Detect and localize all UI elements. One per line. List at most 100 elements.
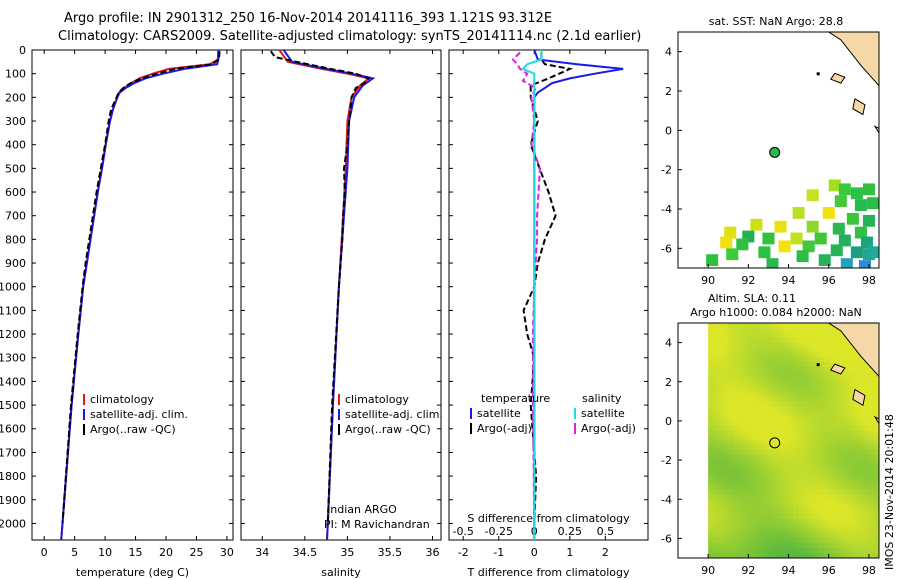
sla-cell: [798, 504, 805, 510]
sla-cell: [838, 411, 845, 417]
sla-cell: [738, 357, 744, 363]
sla-cell: [848, 381, 855, 388]
sla-cell: [793, 425, 800, 432]
sst-cell: [766, 258, 779, 268]
sla-cell: [768, 357, 775, 363]
sla-cell: [853, 386, 860, 393]
sla-cell: [768, 469, 775, 476]
sla-cell: [778, 494, 785, 500]
sla-cell: [748, 416, 754, 422]
sla-cell: [813, 440, 820, 446]
sla-cell: [783, 337, 790, 344]
sla-cell: [773, 367, 780, 373]
sla-cell: [808, 460, 815, 466]
x-tick-label: 94: [782, 274, 796, 287]
sla-cell: [868, 435, 875, 442]
sla-cell: [778, 479, 785, 486]
legend-label: climatology: [90, 393, 154, 406]
sla-cell: [708, 386, 714, 393]
sla-cell: [823, 371, 830, 378]
sla-cell: [823, 416, 830, 422]
sla-cell: [843, 362, 850, 368]
sla-cell: [783, 332, 790, 339]
sla-cell: [863, 533, 870, 540]
sla-cell: [738, 538, 744, 544]
sla-cell: [738, 376, 744, 383]
sla-cell: [708, 332, 714, 339]
sla-cell: [768, 332, 775, 339]
sla-cell: [733, 420, 739, 427]
sla-cell: [743, 425, 749, 432]
sla-cell: [748, 435, 754, 442]
sla-cell: [823, 381, 830, 388]
sla-cell: [848, 455, 855, 461]
x-tick-label: 20: [159, 546, 173, 559]
sla-cell: [793, 411, 800, 417]
sla-cell: [853, 440, 860, 446]
sla-cell: [848, 362, 855, 368]
sla-cell: [738, 362, 744, 368]
sla-cell: [753, 386, 759, 393]
sla-cell: [848, 553, 855, 558]
sla-cell: [733, 386, 739, 393]
sla-cell: [873, 440, 879, 446]
sla-cell: [718, 523, 724, 530]
sla-cell: [723, 553, 729, 558]
sla-cell: [858, 460, 865, 466]
sla-cell: [773, 548, 780, 554]
sla-cell: [738, 504, 744, 510]
sla-cell: [783, 543, 790, 549]
sla-cell: [718, 553, 724, 558]
sla-cell: [823, 440, 830, 446]
sla-cell: [813, 450, 820, 456]
sla-cell: [863, 523, 870, 530]
sla-cell: [773, 464, 780, 471]
sla-cell: [783, 533, 790, 540]
sla-cell: [853, 357, 860, 363]
sla-cell: [723, 430, 729, 437]
sla-cell: [713, 337, 719, 344]
sla-cell: [863, 543, 870, 549]
sla-cell: [748, 494, 754, 500]
sla-cell: [713, 474, 719, 481]
sla-cell: [808, 518, 815, 525]
y-tick-label: 900: [5, 257, 26, 270]
sla-cell: [763, 411, 770, 417]
sla-cell: [843, 499, 850, 505]
sla-cell: [823, 420, 830, 427]
y-tick-label: 800: [5, 233, 26, 246]
sla-cell: [868, 543, 875, 549]
sla-cell: [748, 543, 754, 549]
sla-cell: [763, 479, 770, 486]
sla-cell: [718, 518, 724, 525]
sla-cell: [778, 411, 785, 417]
sla-cell: [798, 420, 805, 427]
sla-cell: [798, 430, 805, 437]
map-content: [708, 323, 879, 558]
sla-cell: [813, 479, 820, 486]
sla-cell: [758, 538, 765, 544]
sla-cell: [758, 406, 765, 412]
sla-cell: [763, 371, 770, 378]
sla-cell: [773, 504, 780, 510]
sla-cell: [808, 435, 815, 442]
sla-cell: [743, 450, 749, 456]
sst-cell: [750, 218, 763, 231]
sla-cell: [863, 489, 870, 495]
sla-cell: [713, 440, 719, 446]
sla-cell: [873, 513, 879, 520]
sla-cell: [868, 450, 875, 456]
sla-cell: [723, 396, 729, 402]
sla-cell: [803, 509, 810, 515]
sla-cell: [723, 362, 729, 368]
sla-cell: [838, 538, 845, 544]
sla-cell: [848, 420, 855, 427]
sla-cell: [808, 484, 815, 491]
sla-cell: [788, 435, 795, 442]
sla-cell: [783, 357, 790, 363]
sla-cell: [758, 430, 765, 437]
sla-cell: [718, 381, 724, 388]
sla-cell: [863, 376, 870, 383]
sla-cell: [723, 509, 729, 515]
sla-cell: [833, 474, 840, 481]
